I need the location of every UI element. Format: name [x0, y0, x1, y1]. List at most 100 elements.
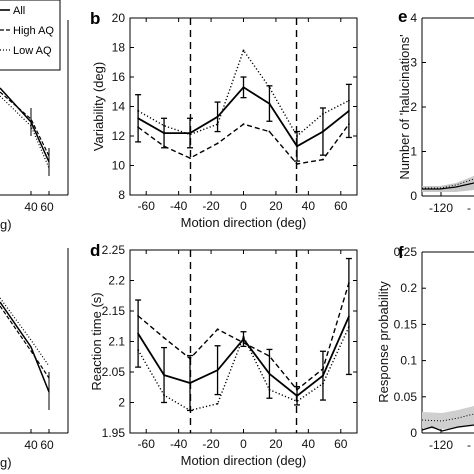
panel-d-ytick-label: 2	[118, 396, 125, 410]
panel-b-point-high-aq	[347, 123, 350, 126]
panel-b-xtick-label: 0	[240, 199, 247, 213]
panel-d-point-high-aq	[163, 336, 165, 339]
panel-b-xtick-label: -20	[202, 199, 220, 213]
panel-b-xtick-label: -40	[170, 199, 188, 213]
panel-b-point-high-aq	[137, 126, 140, 129]
panel-f: f Response probability 0 0.05 0.1 0.15 0…	[376, 243, 474, 452]
panel-b-point-high-aq	[189, 157, 191, 160]
panel-e-line-dotted	[422, 178, 474, 189]
panel-e-ytick: 1	[410, 145, 417, 159]
panel-f-ytick: 0.1	[400, 354, 417, 368]
panel-b-ytick-label: 10	[112, 159, 126, 173]
panel-b-ytick-label: 12	[112, 129, 126, 143]
panel-b-xtick-label: 40	[302, 199, 316, 213]
panel-a-top: All High AQ Low AQ 40 60 g)	[0, 0, 69, 232]
panel-a-top-tick: 60	[40, 200, 54, 214]
panel-b-ytick-label: 18	[112, 41, 126, 55]
panel-e-xtick: -120	[429, 201, 453, 215]
panel-d-point-high-aq	[189, 357, 191, 360]
panel-d-point-low-aq	[242, 335, 245, 338]
panel-f-ytick: 0	[410, 426, 417, 440]
panel-d-xtick-label: -60	[138, 437, 156, 451]
panel-b-point-low-aq	[216, 123, 219, 126]
panel-e-ytick: 2	[410, 100, 417, 114]
panel-e-line	[422, 182, 474, 190]
panel-d-xtick-label: 20	[269, 437, 283, 451]
panel-d-point-high-aq	[216, 328, 219, 331]
panel-b-ytick-label: 14	[112, 100, 126, 114]
panel-d-ytick-label: 2.1	[108, 335, 125, 349]
panel-a-top-line-high	[0, 91, 50, 157]
legend-box	[0, 0, 61, 71]
panel-f-letter: f	[398, 243, 404, 262]
panel-d-letter: d	[90, 241, 100, 260]
panel-b-series-high-aq	[137, 123, 350, 165]
panel-d-point-high-aq	[322, 368, 324, 370]
panel-d-xlabel: Motion direction (deg)	[181, 453, 307, 468]
panel-b-point-low-aq	[163, 124, 165, 127]
panel-b-point-high-aq	[163, 145, 165, 148]
panel-d-xtick-label: -20	[202, 437, 220, 451]
panel-e-ytick: 3	[410, 56, 417, 70]
panel-d-series-low-aq	[137, 326, 350, 412]
panel-d-point-low-aq	[216, 402, 219, 405]
panel-a-bottom: 40 60 g)	[0, 248, 69, 470]
panel-d-ytick-label: 2.2	[108, 274, 125, 288]
panel-d-series-all	[137, 316, 350, 397]
panel-d-point-low-aq	[189, 409, 191, 412]
panel-b: -60 -40 -20 0 20 40 60 8 10 12 14 16 18 20 b Motion dir…	[90, 9, 358, 230]
panel-b-letter: b	[90, 9, 100, 28]
panel-d-ytick-label: 2.25	[102, 243, 126, 257]
panel-d-point-high-aq	[347, 282, 350, 284]
panel-d-ytick-label: 1.95	[102, 426, 126, 440]
panel-d-point-low-aq	[137, 349, 140, 351]
panel-d-xtick-label: 0	[240, 437, 247, 451]
panel-f-ytick: 0.25	[394, 245, 418, 259]
panel-f-ytick: 0.2	[400, 281, 417, 295]
panel-d-point-low-aq	[296, 400, 298, 403]
panel-b-point-high-aq	[268, 130, 271, 133]
panel-a-bottom-line-all	[0, 301, 50, 393]
panel-d-point-high-aq	[296, 388, 298, 391]
panel-b-point-low-aq	[268, 86, 271, 89]
legend-label-high: High AQ	[13, 25, 54, 37]
panel-b-ytick-label: 16	[112, 70, 126, 84]
panel-d-ytick-label: 2.05	[102, 365, 126, 379]
panel-f-xtick: -	[467, 438, 471, 452]
panel-a-top-tick: 40	[24, 200, 38, 214]
panel-b-xtick-label: 60	[334, 199, 348, 213]
panel-a-bottom-line-high	[0, 305, 50, 379]
panel-e-ytick: 4	[410, 11, 417, 25]
panel-b-point-high-aq	[322, 158, 324, 161]
panel-b-point-low-aq	[296, 135, 298, 137]
panel-e: e Number of 'halucinations' 0 1 2 3 4 -1…	[397, 7, 474, 215]
panel-d-point-high-aq	[242, 341, 245, 344]
legend: All High AQ Low AQ	[0, 0, 61, 71]
panel-f-ytick: 0.15	[394, 317, 418, 331]
panel-d-point-low-aq	[268, 388, 271, 391]
panel-a-top-line-low	[0, 95, 50, 169]
panel-e-letter: e	[398, 7, 407, 26]
panel-d-point-low-aq	[163, 394, 165, 397]
panel-d-point-low-aq	[322, 382, 324, 385]
panel-b-xtick-label: -60	[138, 199, 156, 213]
panel-b-ytick-label: 20	[112, 11, 126, 25]
panel-b-point-low-aq	[347, 99, 350, 102]
panel-f-xtick: -120	[429, 438, 453, 452]
panel-d-xtick-label: 40	[302, 437, 316, 451]
panel-a-top-line-all	[0, 87, 50, 163]
panel-b-xlabel: Motion direction (deg)	[181, 215, 307, 230]
panel-a-bottom-tick: 40	[24, 438, 38, 452]
panel-f-ytick: 0.05	[394, 390, 418, 404]
panel-f-band	[422, 406, 474, 429]
legend-label-low: Low AQ	[13, 45, 52, 57]
panel-b-point-high-aq	[242, 123, 245, 126]
panel-b-ylabel: Variability (deg)	[91, 62, 106, 151]
panel-d: -60 -40 -20 0 20 40 60 1.95 2 2.05 2.1 2.15 2.2 2.25d…	[89, 241, 358, 468]
panel-d-xtick-label: -40	[170, 437, 188, 451]
panel-e-ytick: 0	[410, 189, 417, 203]
panel-b-point-low-aq	[242, 49, 245, 52]
panel-e-ylabel: Number of 'halucinations'	[397, 34, 412, 179]
panel-b-frame	[129, 17, 358, 196]
panel-b-point-low-aq	[137, 110, 140, 112]
